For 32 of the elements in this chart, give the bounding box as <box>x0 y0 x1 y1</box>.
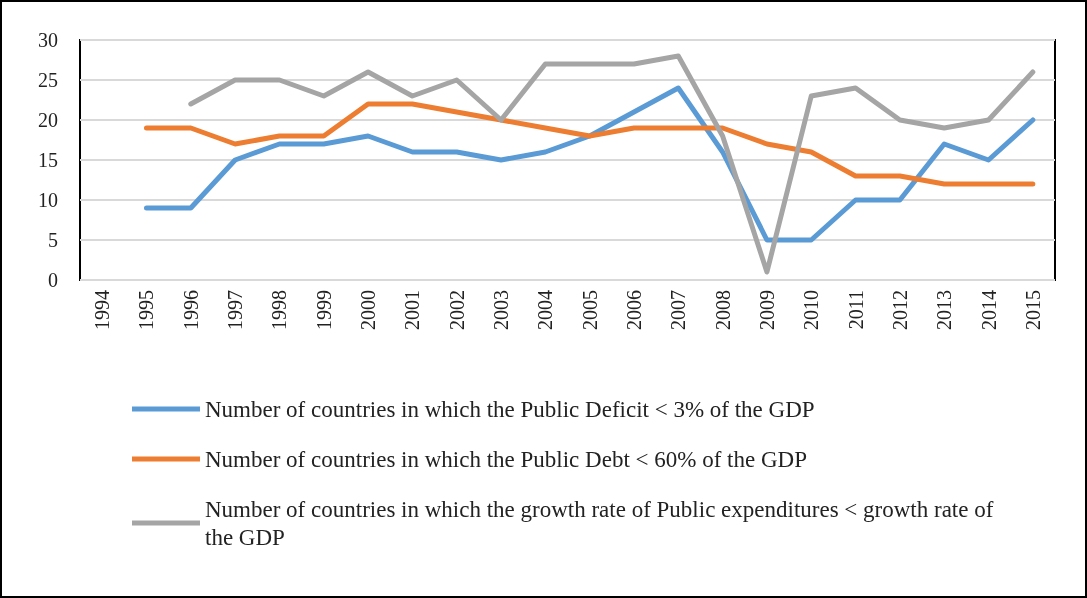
x-tick-label: 2003 <box>490 290 513 330</box>
y-tick-label: 0 <box>48 269 58 291</box>
x-tick-label: 2001 <box>401 290 424 330</box>
x-tick-label: 2013 <box>933 290 956 330</box>
x-tick-label: 2010 <box>800 290 823 330</box>
x-tick-label: 1996 <box>179 290 202 330</box>
x-tick-label: 2004 <box>534 290 557 330</box>
x-tick-label: 2014 <box>977 290 1000 330</box>
x-tick-label: 1998 <box>268 290 291 330</box>
y-tick-label: 25 <box>38 69 58 91</box>
y-tick-label: 20 <box>38 109 58 131</box>
y-tick-label: 30 <box>38 29 58 51</box>
legend-label: Number of countries in which the growth rate of Public expenditures < growth rate of the GDP <box>205 496 1000 550</box>
x-tick-label: 2002 <box>445 290 468 330</box>
x-tick-label: 2009 <box>755 290 778 330</box>
legend-label: Number of countries in which the Public Deficit < 3% of the GDP <box>205 396 815 422</box>
x-tick-label: 1994 <box>91 290 114 330</box>
y-tick-label: 15 <box>38 149 58 171</box>
y-tick-label: 10 <box>38 189 58 211</box>
x-tick-label: 2008 <box>711 290 734 330</box>
x-tick-label: 2012 <box>888 290 911 330</box>
x-tick-label: 2000 <box>357 290 380 330</box>
x-tick-label: 1999 <box>312 290 335 330</box>
x-tick-label: 2005 <box>578 290 601 330</box>
legend-label: Number of countries in which the Public Debt < 60% of the GDP <box>205 446 807 472</box>
x-tick-label: 2006 <box>622 290 645 330</box>
x-tick-label: 1997 <box>224 290 247 330</box>
x-tick-label: 1995 <box>135 290 158 330</box>
x-tick-label: 2015 <box>1021 290 1044 330</box>
y-tick-label: 5 <box>48 229 58 251</box>
x-tick-label: 2011 <box>844 290 867 330</box>
x-tick-label: 2007 <box>667 290 690 330</box>
